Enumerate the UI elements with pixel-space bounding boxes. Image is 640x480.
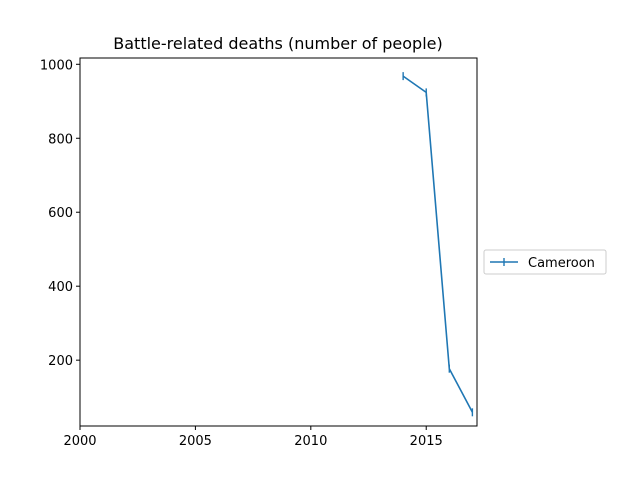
y-tick-label: 800 — [48, 132, 73, 147]
chart-title: Battle-related deaths (number of people) — [113, 34, 442, 53]
legend-box — [483, 249, 607, 275]
legend: Cameroon — [483, 249, 607, 275]
x-tick-label: 2005 — [179, 434, 212, 449]
x-tick-label: 2015 — [410, 434, 443, 449]
y-tick-label: 1000 — [40, 58, 73, 73]
y-tick-label: 200 — [48, 354, 73, 369]
x-axis: 2000 2005 2010 2015 — [63, 426, 443, 449]
y-tick-label: 600 — [48, 206, 73, 221]
series-layer — [402, 72, 474, 417]
plot-area — [79, 57, 478, 427]
x-tick-label: 2010 — [294, 434, 327, 449]
y-axis: 200 400 600 800 1000 — [40, 58, 80, 369]
x-tick-label: 2000 — [63, 434, 96, 449]
series-line-cameroon — [402, 75, 474, 413]
legend-label: Cameroon — [528, 256, 595, 271]
y-tick-label: 400 — [48, 280, 73, 295]
